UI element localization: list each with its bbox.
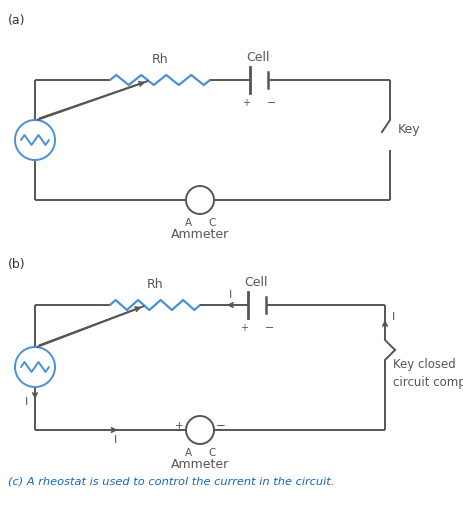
Text: C: C — [208, 448, 216, 458]
Text: I: I — [228, 290, 232, 300]
Text: I: I — [392, 312, 395, 322]
Text: I: I — [114, 435, 117, 445]
Text: I: I — [25, 397, 28, 407]
Text: +: + — [240, 323, 248, 333]
Text: Cell: Cell — [246, 51, 270, 64]
Text: −: − — [267, 98, 277, 108]
Text: Key: Key — [398, 124, 420, 136]
Text: Ammeter: Ammeter — [171, 458, 229, 471]
Text: −: − — [265, 323, 275, 333]
Text: Ammeter: Ammeter — [171, 228, 229, 241]
Text: (a): (a) — [8, 14, 25, 27]
Text: +: + — [175, 421, 183, 431]
Text: (c) A rheostat is used to control the current in the circuit.: (c) A rheostat is used to control the cu… — [8, 476, 334, 486]
Text: A: A — [184, 218, 192, 228]
Text: A: A — [184, 448, 192, 458]
Text: Rh: Rh — [147, 278, 163, 291]
Text: Key closed
circuit complete: Key closed circuit complete — [393, 358, 463, 389]
Text: C: C — [208, 218, 216, 228]
Text: Rh: Rh — [152, 53, 169, 66]
Text: Cell: Cell — [244, 276, 268, 289]
Text: +: + — [242, 98, 250, 108]
Text: (b): (b) — [8, 258, 25, 271]
Text: −: − — [216, 420, 226, 432]
